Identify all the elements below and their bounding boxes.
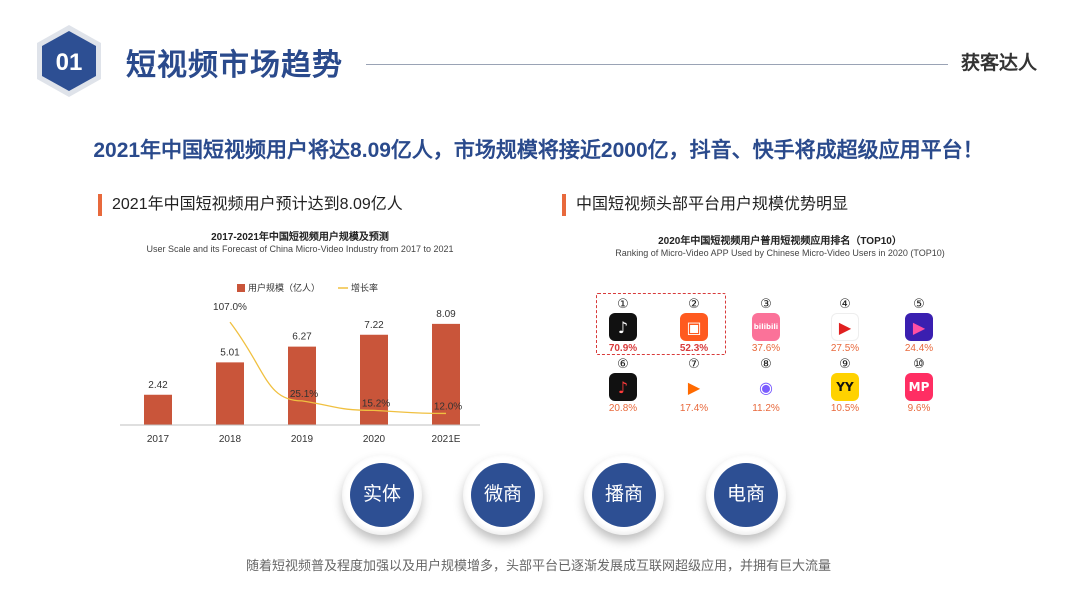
meipai-icon: MP [905, 373, 933, 401]
x-tick-2017: 2017 [147, 434, 170, 445]
app-rank-2: ② ▣ 52.3% [664, 296, 724, 355]
app-rank-5: ⑤ ▶ 24.4% [889, 296, 949, 355]
top2-highlight-box [596, 293, 726, 355]
usage-percent: 11.2% [752, 403, 780, 414]
app-rank-8: ⑧ ◉ 11.2% [736, 357, 796, 414]
left-section-title: 2021年中国短视频用户预计达到8.09亿人 [98, 194, 403, 216]
kuaishou-icon: ▣ [680, 313, 708, 341]
app-rank-10: ⑩ MP 9.6% [889, 357, 949, 414]
channel-circle-wechat-business[interactable]: 微商 [463, 455, 543, 535]
weishi-icon: ▶ [680, 373, 708, 401]
legend-label-bar: 用户规模（亿人） [248, 282, 320, 293]
bar-2017 [144, 394, 172, 425]
douyin-huoshan-icon: ♪ [609, 373, 637, 401]
line-label-2021E: 12.0% [434, 401, 462, 412]
bar-chart-title: 2017-2021年中国短视频用户规模及预测 [211, 232, 389, 243]
yy-icon: YY [831, 373, 859, 401]
usage-percent: 9.6% [907, 403, 931, 414]
bar-2019 [288, 346, 316, 425]
header-divider [366, 64, 948, 65]
usage-percent: 17.4% [679, 403, 709, 414]
bilibili-icon: bilibili [752, 313, 780, 341]
douyin-icon: ♪ [609, 313, 637, 341]
app-rank-3: ③ bilibili 37.6% [736, 296, 796, 355]
line-label-2018: 107.0% [213, 302, 247, 313]
ranking-chart-title: 2020年中国短视频用户普用短视频应用排名（TOP10） [658, 236, 902, 247]
rank-number: ② [688, 296, 700, 311]
bar-2021E [432, 323, 460, 425]
bar-label-2020: 7.22 [364, 320, 384, 331]
bar-label-2019: 6.27 [292, 332, 312, 343]
brand-name: 获客达人 [960, 53, 1037, 74]
channel-circle-live-commerce[interactable]: 播商 [584, 455, 664, 535]
rank-number: ① [617, 296, 629, 311]
user-scale-chart: 用户规模（亿人） 增长率 2.42 5.01 6.27 7.22 8.09 107.0% 2… [120, 282, 480, 445]
legend-label-line: 增长率 [351, 282, 378, 293]
rank-number: ⑥ [617, 356, 629, 371]
x-tick-2018: 2018 [219, 434, 242, 445]
headline: 2021年中国短视频用户将达8.09亿人，市场规模将接近2000亿，抖音、快手将… [93, 139, 984, 162]
x-tick-2021E: 2021E [432, 434, 461, 445]
app-rank-9: ⑨ YY 10.5% [815, 356, 875, 415]
channel-circle-ecommerce[interactable]: 电商 [706, 455, 786, 535]
haokan-icon: ▶ [905, 313, 933, 341]
app-rank-4: ④ ▶ 27.5% [815, 296, 875, 355]
usage-percent: 70.9% [608, 343, 638, 354]
bar-label-2018: 5.01 [220, 347, 240, 358]
rank-number: ④ [839, 296, 851, 311]
channel-label: 微商 [471, 463, 535, 527]
x-tick-2019: 2019 [291, 434, 314, 445]
kuaishou-lite-icon: ◉ [752, 373, 780, 401]
line-label-2020: 15.2% [362, 398, 390, 409]
channel-circle-physical[interactable]: 实体 [342, 455, 422, 535]
bar-2018 [216, 362, 244, 425]
usage-percent: 37.6% [751, 343, 781, 354]
right-section-title: 中国短视频头部平台用户规模优势明显 [562, 194, 848, 216]
growth-rate-line [229, 321, 447, 415]
x-tick-2020: 2020 [363, 434, 386, 445]
rank-number: ③ [760, 296, 772, 311]
rank-number: ⑧ [760, 356, 772, 371]
rank-number: ⑨ [839, 356, 851, 371]
bar-chart-subtitle: User Scale and its Forecast of China Mic… [146, 244, 454, 254]
usage-percent: 20.8% [608, 403, 638, 414]
footer-note: 随着短视频普及程度加强以及用户规模增多，头部平台已逐渐发展成互联网超级应用，并拥… [245, 558, 831, 573]
rank-number: ⑩ [913, 356, 925, 371]
usage-percent: 52.3% [679, 343, 709, 354]
usage-percent: 27.5% [830, 343, 860, 354]
channel-label: 电商 [714, 463, 778, 527]
xigua-icon: ▶ [831, 313, 859, 341]
bar-label-2017: 2.42 [148, 380, 168, 391]
channel-label: 播商 [592, 463, 656, 527]
ranking-chart-subtitle: Ranking of Micro-Video APP Used by Chine… [615, 248, 945, 258]
line-label-2019: 25.1% [290, 389, 318, 400]
legend-swatch-bar [237, 284, 245, 292]
channel-label: 实体 [350, 463, 414, 527]
section-badge: 01 [37, 25, 101, 97]
usage-percent: 24.4% [904, 343, 934, 354]
app-rank-1: ① ♪ 70.9% [593, 296, 653, 355]
app-rank-7: ⑦ ▶ 17.4% [664, 356, 724, 415]
page-title: 短视频市场趋势 [126, 49, 343, 82]
badge-number: 01 [56, 49, 83, 76]
usage-percent: 10.5% [830, 403, 860, 414]
rank-number: ⑦ [688, 356, 700, 371]
rank-number: ⑤ [913, 296, 925, 311]
app-rank-6: ⑥ ♪ 20.8% [593, 356, 653, 415]
bar-label-2021E: 8.09 [436, 309, 456, 320]
